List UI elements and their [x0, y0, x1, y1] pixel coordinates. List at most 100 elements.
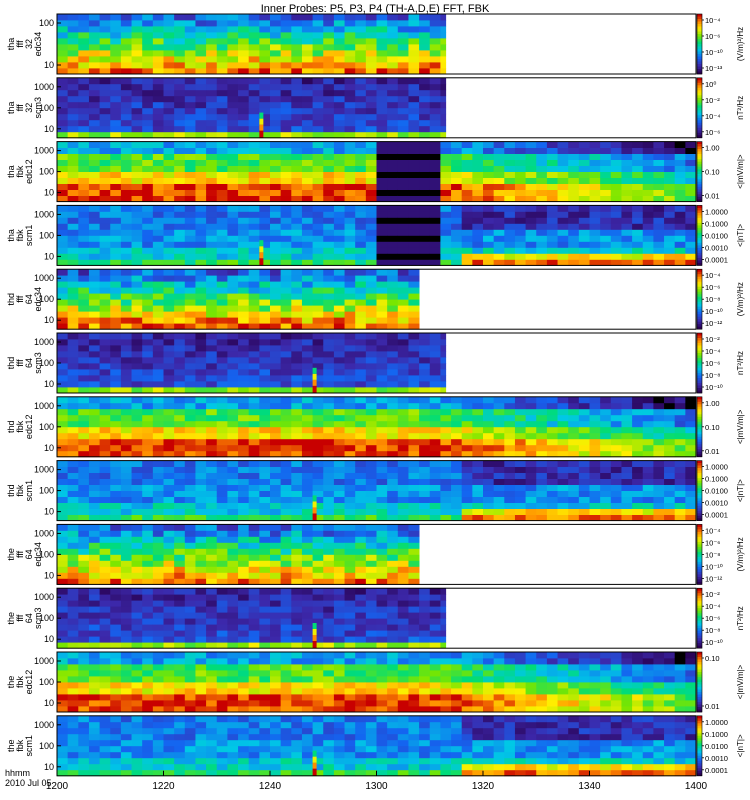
spectrogram-cell — [653, 438, 665, 446]
colorbar-segment — [697, 451, 702, 455]
spectrogram-cell — [291, 542, 303, 549]
spectrogram-cell — [600, 438, 612, 446]
spectrogram-cell — [600, 253, 612, 260]
spectrogram-cell — [525, 496, 537, 503]
spectrogram-cell — [67, 20, 79, 27]
spectrogram-cell — [408, 426, 420, 434]
spectrogram-cell — [589, 514, 601, 521]
spectrogram-cell — [195, 95, 207, 103]
spectrogram-cell — [557, 402, 569, 410]
spectrogram-cell — [323, 530, 335, 537]
spectrogram-cell — [195, 56, 207, 63]
spectrogram-cell — [270, 524, 282, 531]
spectrogram-cell — [67, 536, 79, 543]
spectrogram-cell — [301, 217, 313, 224]
spectrogram-cell — [270, 20, 282, 27]
spectrogram-cell — [376, 113, 388, 121]
spectrogram-cell — [280, 20, 292, 27]
spectrogram-cell — [376, 119, 388, 127]
spectrogram-cell — [152, 293, 164, 300]
spectrogram-cell — [365, 56, 377, 63]
spectrogram-cell — [632, 396, 644, 404]
spectrogram-cell — [355, 496, 367, 503]
spectrogram-cell — [408, 414, 420, 422]
spectrogram-cell — [632, 171, 644, 178]
spectrogram-cell — [376, 131, 388, 139]
spectrogram-cell — [99, 223, 111, 230]
spectrogram-cell — [376, 281, 388, 288]
spectrogram-cell — [78, 363, 90, 370]
spectrogram-cell — [323, 217, 335, 224]
spectrogram-cell — [88, 502, 100, 509]
spectrogram-cell — [589, 426, 601, 434]
spectrogram-cell — [78, 478, 90, 485]
panel-ylabel: thafbkedc12 — [6, 159, 34, 184]
spectrogram-cell — [57, 426, 69, 434]
spectrogram-cell — [142, 536, 154, 543]
spectrogram-cell — [333, 205, 345, 212]
spectrogram-cell — [312, 363, 324, 370]
spectrogram-cell — [376, 217, 388, 224]
spectrogram-cell — [525, 229, 537, 236]
spectrogram-cell — [376, 83, 388, 91]
spectrogram-cell — [174, 490, 186, 497]
spectrogram-cell — [344, 426, 356, 434]
spectrogram-cell — [355, 68, 367, 75]
colorbar-segment — [697, 269, 702, 272]
spectrogram-cell — [568, 177, 580, 184]
spectrogram-cell — [270, 189, 282, 196]
spectrogram-cell — [78, 560, 90, 567]
spectrogram-cell — [216, 68, 228, 75]
spectrogram-cell — [440, 26, 447, 33]
spectrogram-cell — [440, 259, 452, 266]
spectrogram-cell — [589, 508, 601, 515]
spectrogram-cell — [451, 502, 463, 509]
spectrogram-cell — [600, 259, 612, 266]
spectrogram-cell — [451, 253, 463, 260]
spectrogram-cell — [174, 299, 186, 306]
spectrogram-cell — [504, 241, 516, 248]
spectrogram-cell — [333, 317, 345, 324]
spectrogram-cell — [206, 572, 218, 579]
spectrogram-cell — [461, 223, 473, 230]
spectrogram-cell — [163, 548, 175, 555]
spectrogram-cell — [120, 83, 132, 91]
spectrogram-cell — [142, 223, 154, 230]
spectrogram-cell — [429, 396, 441, 404]
spectrogram-cell — [120, 50, 132, 57]
spectrogram-cell — [57, 165, 69, 172]
spectrogram-cell — [610, 478, 622, 485]
spectrogram-cell — [163, 189, 175, 196]
spectrogram-cell — [280, 572, 292, 579]
spectrogram-cell — [387, 205, 399, 212]
spectrogram-cell — [621, 205, 633, 212]
spectrogram-cell — [227, 195, 239, 202]
spectrogram-cell — [440, 50, 447, 57]
spectrogram-cell — [131, 514, 143, 521]
spectrogram-cell — [419, 38, 431, 45]
spectrogram-cell — [397, 195, 409, 202]
colorbar-segment — [697, 205, 702, 209]
spectrogram-cell — [397, 496, 409, 503]
spectrogram-cell — [110, 478, 122, 485]
spectrogram-cell — [270, 95, 282, 103]
spectrogram-cell — [312, 496, 324, 503]
spectrogram-cell — [355, 171, 367, 178]
spectrogram-cell — [110, 414, 122, 422]
spectrogram-cell — [291, 408, 303, 416]
spectrogram-cell — [365, 566, 377, 573]
spectrogram-cell — [451, 484, 463, 491]
spectrogram-cell — [195, 514, 207, 521]
spectrogram-cell — [142, 560, 154, 567]
spectrogram-cell — [365, 548, 377, 555]
spectrogram-cell — [344, 77, 356, 85]
spectrogram-cell — [163, 490, 175, 497]
spectrogram-cell — [184, 131, 196, 139]
spectrogram-panel: thafff32edc341001010⁻⁴10⁻⁶10⁻¹⁰10⁻¹³(V/m… — [6, 13, 745, 75]
spectrogram-cell — [376, 612, 388, 619]
spectrogram-cell — [248, 211, 260, 218]
spectrogram-cell — [610, 438, 622, 446]
spectrogram-cell — [216, 223, 228, 230]
spectrogram-cell — [216, 414, 228, 422]
spectrogram-cell — [365, 26, 377, 33]
